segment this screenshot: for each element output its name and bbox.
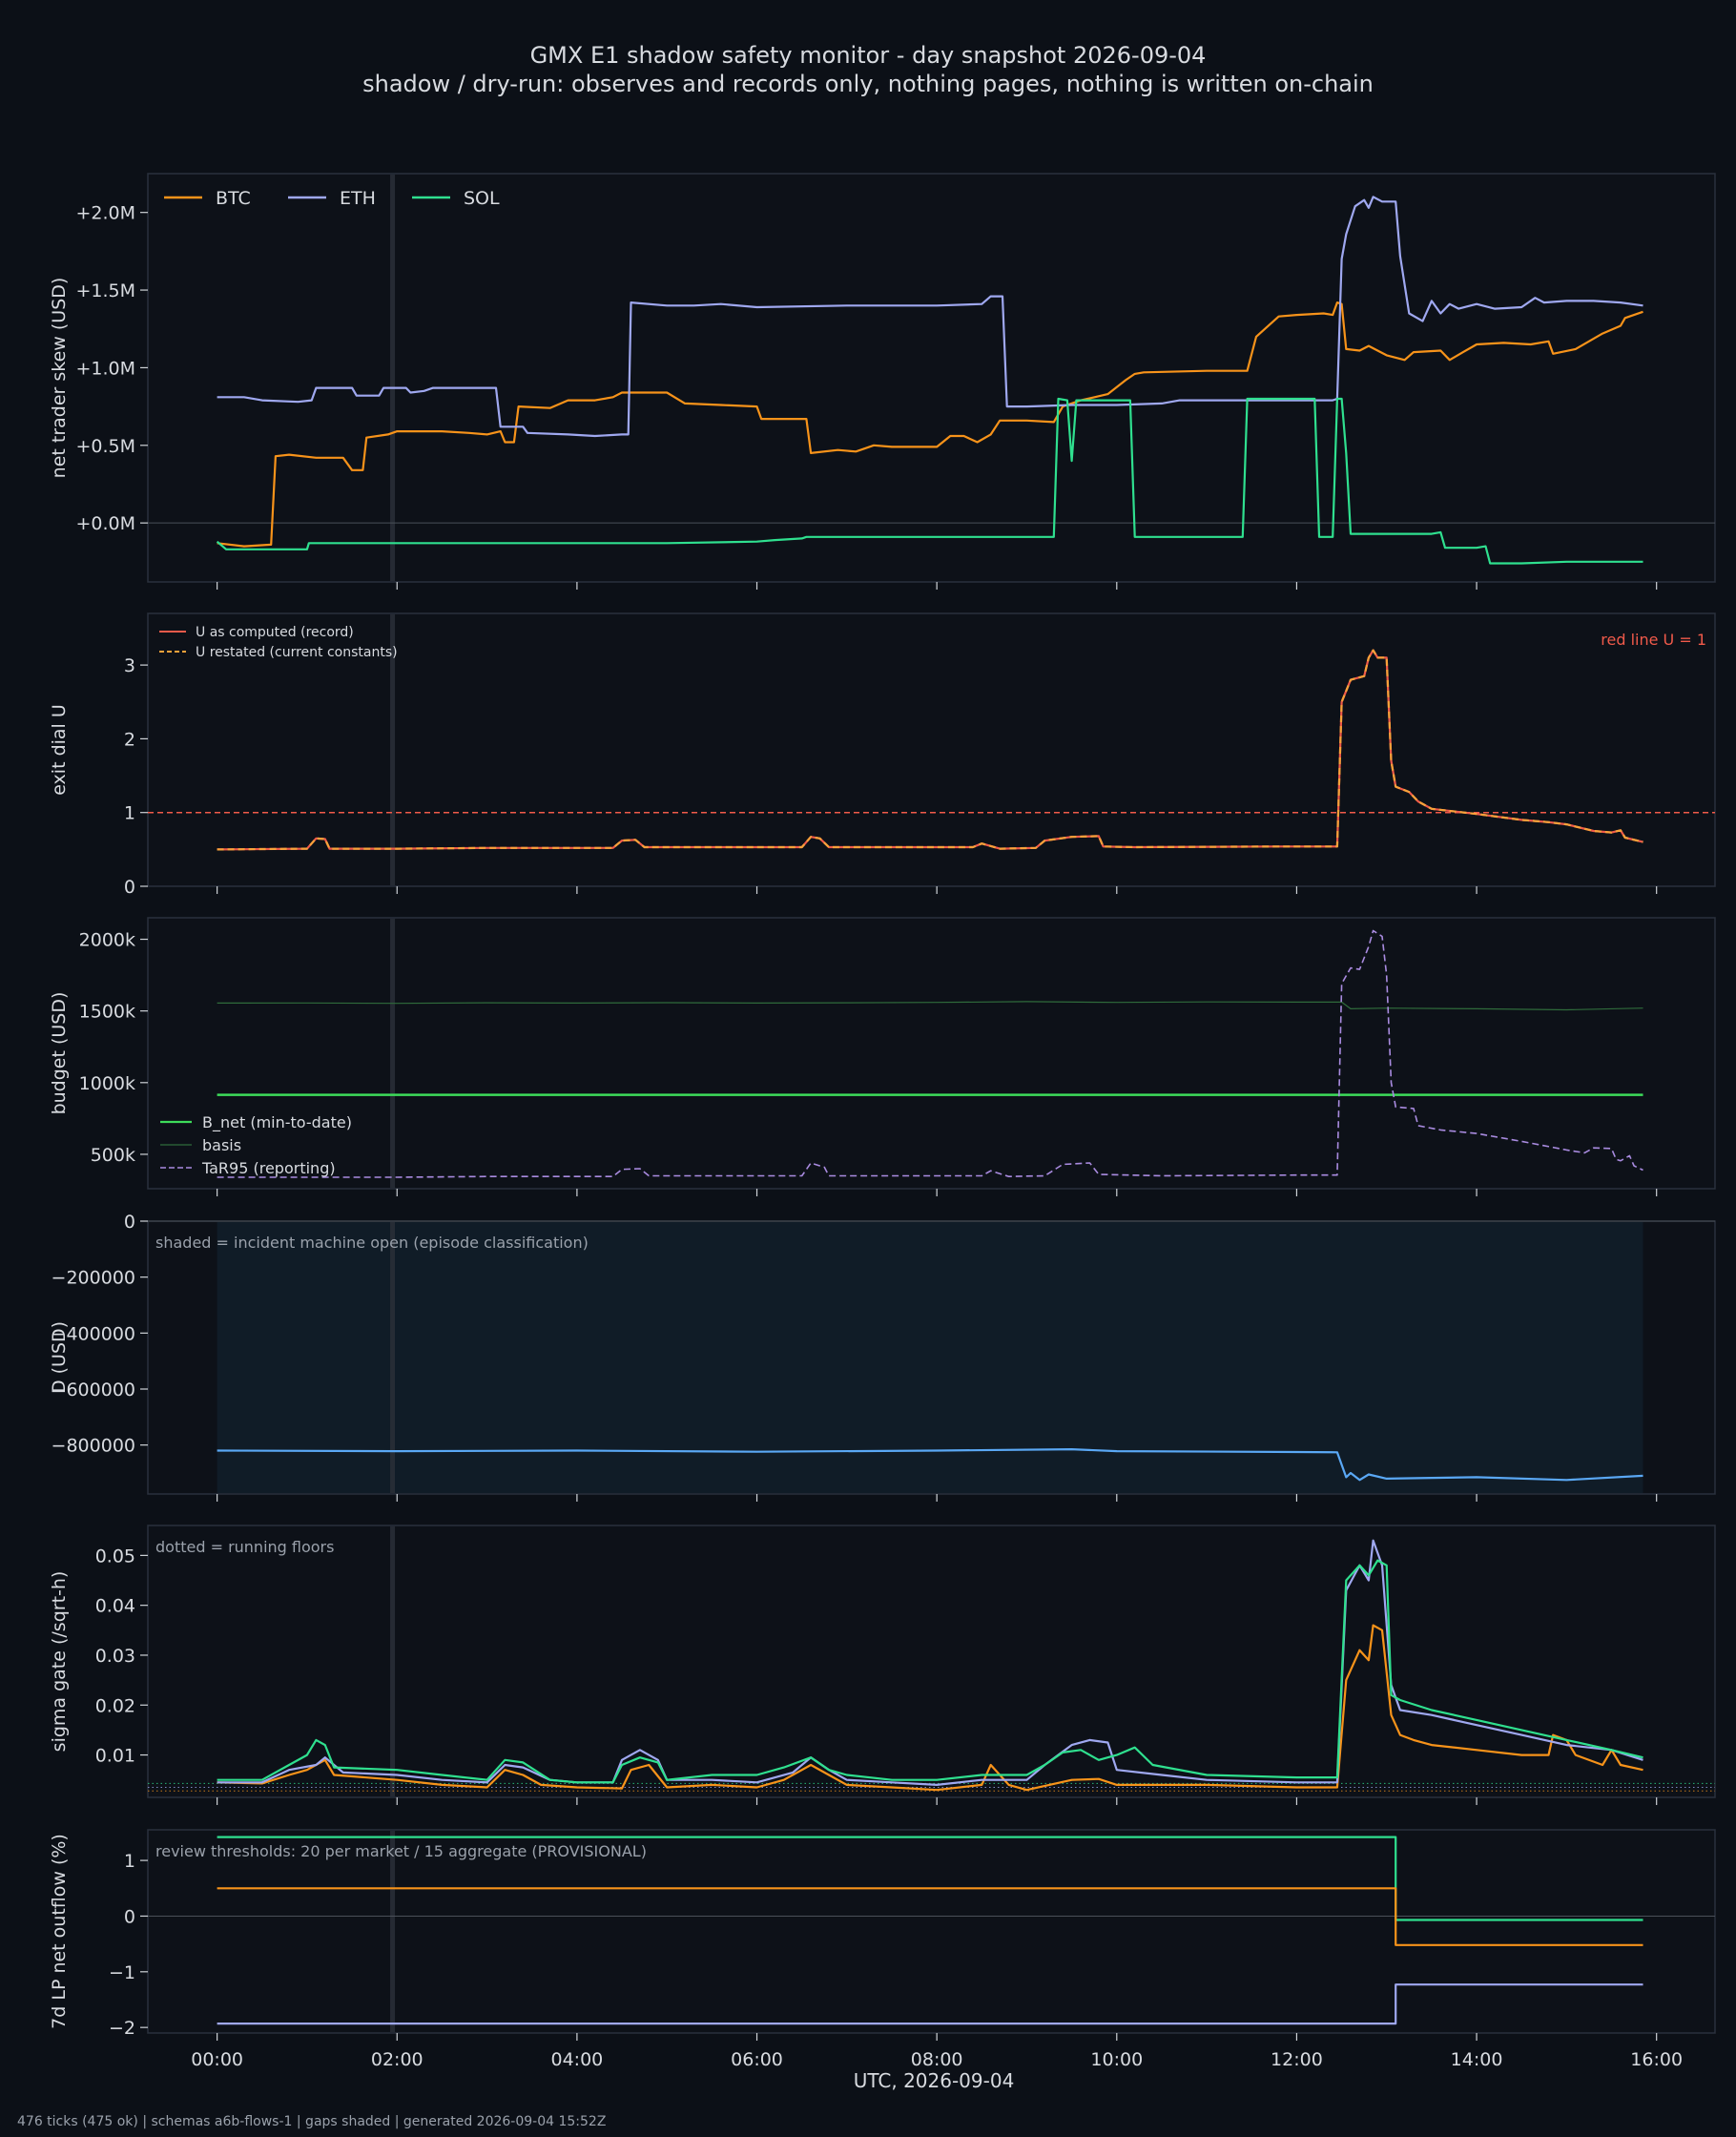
- series-line-btc: [217, 1887, 1643, 1946]
- plot-area: [147, 612, 1716, 887]
- legend-entry: U restated (current constants): [196, 645, 398, 660]
- y-tick-label: 0: [124, 877, 135, 898]
- legend-entry: B_net (min-to-date): [202, 1113, 352, 1132]
- y-tick-label: 2: [124, 729, 135, 750]
- legend-entry: BTC: [216, 188, 251, 209]
- x-tick-label: 06:00: [731, 2049, 783, 2070]
- y-tick-label: 1: [124, 1851, 135, 1872]
- y-axis-label: D (USD): [49, 1321, 70, 1394]
- y-axis-label: sigma gate (/sqrt-h): [49, 1571, 70, 1753]
- panel-6: −2 −1 0 1 7d LP net outflow (%) review thresh…: [49, 1829, 1716, 2041]
- series-line-eth: [217, 1539, 1643, 1786]
- y-tick-label: +0.5M: [75, 436, 135, 457]
- x-tick-label: 08:00: [911, 2049, 963, 2070]
- x-tick-label: 16:00: [1630, 2049, 1683, 2070]
- series-line-tar95-reporting-: [217, 929, 1643, 1178]
- figure-subtitle: shadow / dry-run: observes and records o…: [362, 71, 1374, 97]
- legend-entry: ETH: [340, 188, 376, 209]
- incident-shade: [217, 1222, 1643, 1493]
- y-tick-label: 0.02: [95, 1695, 135, 1716]
- plot-area: [147, 173, 1716, 583]
- y-tick-label: 0: [124, 1212, 135, 1233]
- y-tick-label: +0.0M: [75, 513, 135, 534]
- y-tick-label: +1.0M: [75, 358, 135, 379]
- y-tick-label: −2: [109, 2018, 135, 2039]
- series-line-btc: [217, 301, 1643, 548]
- series-line-u-restated-current-constants-: [217, 649, 1643, 851]
- y-tick-label: 1500k: [79, 1002, 135, 1023]
- series-line-eth: [217, 1983, 1643, 2025]
- panel-3: 500k 1000k 1500k 2000k budget (USD) B_net (mi…: [49, 917, 1716, 1196]
- y-tick-label: 0: [124, 1906, 135, 1927]
- y-axis-label: 7d LP net outflow (%): [49, 1834, 70, 2029]
- y-tick-label: 3: [124, 655, 135, 676]
- y-tick-label: 0.05: [95, 1546, 135, 1566]
- panel-4: 0 −200000 −400000 −600000 −800000 D (USD) shad…: [49, 1212, 1716, 1502]
- y-tick-label: 0.01: [95, 1746, 135, 1767]
- panel-2: 0 1 2 3 exit dial U red line U = 1 U as comput…: [49, 612, 1716, 898]
- footer-status: 476 ticks (475 ok) | schemas a6b-flows-1…: [17, 2114, 606, 2129]
- y-tick-label: −800000: [52, 1436, 135, 1457]
- plot-area: [147, 917, 1716, 1190]
- y-tick-label: +2.0M: [75, 203, 135, 224]
- x-tick-label: 10:00: [1090, 2049, 1143, 2070]
- y-tick-label: −600000: [52, 1380, 135, 1400]
- series-line-sol: [217, 1836, 1643, 1921]
- plot-area: [147, 1829, 1716, 2034]
- x-tick-label: 04:00: [551, 2049, 604, 2070]
- legend-entry: basis: [202, 1136, 241, 1154]
- red-line-note: red line U = 1: [1601, 631, 1706, 649]
- panel-note: dotted = running floors: [155, 1538, 334, 1556]
- y-tick-label: 1000k: [79, 1073, 135, 1094]
- y-tick-label: −200000: [52, 1268, 135, 1289]
- y-tick-label: 2000k: [79, 930, 135, 951]
- panel-note: shaded = incident machine open (episode …: [155, 1234, 589, 1252]
- plot-area: [147, 1525, 1716, 1798]
- y-tick-label: 1: [124, 803, 135, 824]
- series-line-eth: [217, 196, 1643, 438]
- y-tick-label: 0.03: [95, 1646, 135, 1667]
- series-line-sol: [217, 1559, 1643, 1784]
- y-axis-label: net trader skew (USD): [49, 278, 70, 479]
- y-tick-label: 0.04: [95, 1596, 135, 1617]
- series-line-sol: [216, 397, 1643, 565]
- y-tick-label: +1.5M: [75, 280, 135, 301]
- y-axis-label: budget (USD): [49, 992, 70, 1115]
- panels: +0.0M +0.5M +1.0M +1.5M +2.0M net trader skew…: [49, 173, 1716, 2070]
- x-tick-label: 00:00: [191, 2049, 243, 2070]
- x-axis-label: UTC, 2026-09-04: [854, 2069, 1015, 2092]
- panel-1: +0.0M +0.5M +1.0M +1.5M +2.0M net trader skew…: [49, 173, 1716, 590]
- series-line-basis: [217, 1001, 1643, 1011]
- x-tick-label: 02:00: [371, 2049, 424, 2070]
- legend-entry: TaR95 (reporting): [201, 1159, 336, 1177]
- figure-title: GMX E1 shadow safety monitor - day snaps…: [530, 42, 1207, 69]
- series-line-1: [217, 1448, 1643, 1482]
- panel-note: review thresholds: 20 per market / 15 ag…: [155, 1842, 647, 1860]
- legend-entry: U as computed (record): [196, 625, 354, 640]
- x-tick-label: 12:00: [1271, 2049, 1323, 2070]
- y-tick-label: 500k: [91, 1145, 135, 1166]
- legend-entry: SOL: [464, 188, 500, 209]
- y-tick-label: −1: [109, 1962, 135, 1983]
- y-axis-label: exit dial U: [49, 704, 70, 796]
- panel-5: 0.01 0.02 0.03 0.04 0.05 sigma gate (/sqrt-h)…: [49, 1525, 1716, 1805]
- x-tick-label: 14:00: [1451, 2049, 1503, 2070]
- y-tick-label: −400000: [52, 1323, 135, 1344]
